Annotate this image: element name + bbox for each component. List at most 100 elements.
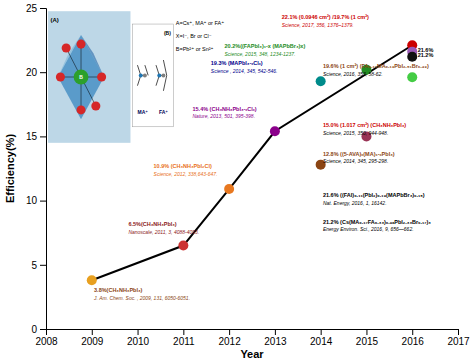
inset-note: A=Cs⁺, MA⁺ or FA⁺ [176, 20, 224, 26]
x-site-atom [76, 105, 85, 114]
b-site-atom [74, 70, 89, 85]
x-tick-mark [458, 329, 459, 335]
annotation: 20.2%((FAPbI₃)₁-x (MAPbBr₃)x) [225, 43, 306, 49]
y-tick-mark [40, 329, 46, 330]
x-tick: 2010 [127, 329, 150, 347]
annotation: 3.8%(CH₃NH₃PbI₃) [94, 287, 142, 293]
molecule-atom [157, 73, 161, 77]
x-tick: 2015 [356, 329, 379, 347]
x-axis: 2008 2009 2010 2011 2012 2013 2014 2015 2016 2017 [35, 329, 470, 347]
annotation: 21.2% [418, 52, 434, 58]
y-tick-label: 15 [26, 131, 38, 142]
molecule-atom [143, 73, 147, 77]
x-tick-mark [275, 329, 276, 335]
y-tick-label: 0 [31, 324, 37, 335]
molecule-atom [139, 73, 143, 77]
inset-label: (B) [164, 30, 171, 36]
data-point [178, 241, 188, 251]
reference: Science , 2014, 345, 542-546. [211, 68, 278, 74]
y-tick: 0 [31, 324, 46, 335]
y-tick-mark [40, 201, 46, 202]
data-point [407, 72, 417, 82]
data-point [316, 76, 326, 86]
x-tick-label: 2017 [447, 336, 470, 347]
y-tick-label: 20 [26, 67, 38, 78]
reference: Nature, 2013, 501, 395-398. [192, 113, 255, 119]
y-tick: 20 [26, 67, 46, 78]
x-tick-label: 2011 [173, 336, 195, 347]
x-tick-mark [321, 329, 322, 335]
x-tick-label: 2010 [127, 336, 150, 347]
molecule-panel [133, 24, 174, 127]
x-axis-title: Year [240, 348, 264, 360]
x-site-atom [97, 72, 106, 81]
annotation: 15.4% (CH₃NH₃PbI₃-ₓClₓ) [192, 106, 256, 112]
inset-label: B [79, 74, 83, 80]
reference: Science, 2016, 353, 58-62. [323, 71, 383, 77]
x-tick: 2009 [81, 329, 104, 347]
annotations: 3.8%(CH₃NH₃PbI₃) 6.5%(CH₃NH₃PbI₃) 10.9% (C… [93, 14, 433, 301]
molecule-bond [163, 75, 166, 90]
x-tick-label: 2012 [218, 336, 241, 347]
reference: J. Am. Chem. Soc. , 2009, 131, 6050-6051… [93, 295, 190, 301]
inset-label: MA⁺ [138, 109, 149, 115]
x-tick-mark [92, 329, 93, 335]
y-tick-mark [40, 8, 46, 9]
molecule-bond [163, 60, 166, 75]
x-axis-line [47, 330, 459, 336]
data-point [407, 52, 417, 62]
y-axis: 0 5 10 15 20 25 [26, 3, 47, 335]
annotation: 10.9% (CH₃NH₃PbI₂Cl) [154, 163, 212, 169]
data-point [270, 126, 280, 136]
reference: Science, 2014, 345, 295-298. [323, 158, 388, 164]
y-tick-mark [40, 136, 46, 137]
x-tick-mark [183, 329, 184, 335]
annotation: 21.6% ((FAI)₀.₁₁(PbI₂)₀.₁₉(MAPbBr₃)₀.₁₅) [323, 192, 425, 198]
x-tick-label: 2016 [402, 336, 425, 347]
annotation: 15.0% (1.017 cm²) (CH₃NH₃PbI₃) [323, 122, 406, 128]
reference: Energy Environ. Sci., 2016, 9, 656—662. [323, 226, 414, 232]
y-tick: 10 [26, 195, 46, 206]
data-point [87, 275, 97, 285]
reference: Science, 2012, 338,643-647. [154, 171, 218, 177]
annotation: 19.6% (1 cm²) (FA₀.₁₁MA₀.₁₉PbI₂.₅₁Br₀.₄₉… [323, 63, 429, 69]
annotation: 6.5%(CH₃NH₃PbI₃) [128, 221, 176, 227]
x-site-atom [91, 101, 100, 110]
inset-label: FA⁺ [159, 109, 168, 115]
annotation: 19.3% (MAPbI₃-ₓClₓ) [211, 60, 263, 66]
x-tick: 2017 [447, 329, 470, 347]
x-tick-label: 2013 [264, 336, 287, 347]
x-site-atom [62, 44, 71, 53]
reference: Science, 2015, 348, 1234-1237. [225, 51, 296, 57]
x-tick: 2014 [310, 329, 333, 347]
data-point [224, 184, 234, 194]
x-tick-mark [412, 329, 413, 335]
x-tick: 2013 [264, 329, 287, 347]
x-tick-label: 2008 [35, 336, 58, 347]
y-tick: 15 [26, 131, 46, 142]
molecule-atom [161, 73, 165, 77]
plot: 2008200920102011201220132014201520162017… [4, 3, 470, 360]
x-tick-mark [138, 329, 139, 335]
annotation: 21.2% (Cs(MA₀.₁₇FA₀.₃₃)₀.₉ₐPbI₂.₃₃Br₀.₁₇… [323, 219, 431, 225]
x-site-atom [76, 40, 85, 49]
annotation: 12.8% ((5-AVA)ₓ(MA)₁-ₓPbI₃) [323, 151, 395, 157]
inset-note: X=I⁻, Br or Cl⁻ [176, 33, 212, 39]
reference: Nat. Energy, 2016, 1, 16142. [323, 200, 387, 206]
y-tick-label: 10 [26, 195, 38, 206]
reference: Science, 2015, 350, 944-948. [323, 130, 388, 136]
marks [87, 40, 417, 285]
trend-line [92, 45, 412, 280]
y-tick-label: 5 [31, 260, 37, 271]
y-axis-title: Efficiency(%) [4, 134, 16, 203]
x-tick: 2012 [218, 329, 241, 347]
inset-note: B=Pb²⁺ or Sn²⁺ [176, 46, 214, 52]
y-tick-label: 25 [26, 3, 38, 14]
x-site-atom [56, 72, 65, 81]
y-tick-mark [40, 265, 46, 266]
y-tick: 5 [31, 260, 46, 271]
y-axis-line [40, 9, 47, 330]
x-tick: 2011 [173, 329, 195, 347]
reference: Nanoscale, 2011, 3, 4088-4093. [128, 229, 199, 235]
x-tick: 2008 [35, 329, 58, 347]
